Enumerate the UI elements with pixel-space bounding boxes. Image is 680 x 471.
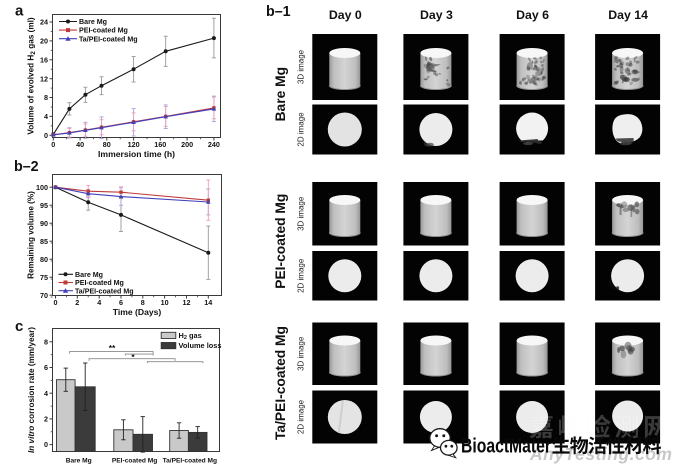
- svg-text:0: 0: [51, 140, 55, 149]
- svg-text:b–1: b–1: [266, 4, 291, 20]
- svg-text:Volume loss: Volume loss: [179, 341, 222, 350]
- svg-text:Volume of evolved H2 gas (ml): Volume of evolved H2 gas (ml): [27, 17, 38, 134]
- svg-text:3D image: 3D image: [297, 336, 306, 371]
- svg-text:a: a: [15, 3, 24, 20]
- svg-text:6: 6: [119, 298, 123, 307]
- svg-text:b–2: b–2: [14, 159, 39, 175]
- svg-text:PEI-coated Mg: PEI-coated Mg: [75, 279, 124, 287]
- svg-text:2D image: 2D image: [297, 258, 306, 293]
- svg-text:*: *: [131, 352, 135, 362]
- svg-text:Ta/PEI-coated Mg: Ta/PEI-coated Mg: [273, 326, 288, 440]
- svg-text:16: 16: [40, 55, 48, 64]
- svg-text:Day 6: Day 6: [516, 8, 549, 22]
- svg-text:c: c: [15, 318, 23, 335]
- svg-text:90: 90: [40, 219, 48, 228]
- svg-text:H2 gas: H2 gas: [179, 331, 202, 341]
- svg-text:Bare Mg: Bare Mg: [273, 67, 288, 121]
- svg-text:Bare Mg: Bare Mg: [79, 18, 107, 26]
- svg-text:0: 0: [44, 440, 48, 449]
- svg-text:120: 120: [128, 140, 140, 149]
- svg-text:In vitro corrosion rate (mm/ye: In vitro corrosion rate (mm/year): [27, 327, 36, 453]
- svg-text:85: 85: [40, 237, 48, 246]
- svg-text:10: 10: [161, 298, 169, 307]
- svg-text:95: 95: [40, 201, 48, 210]
- svg-text:2: 2: [75, 298, 79, 307]
- svg-text:Immersion time (h): Immersion time (h): [98, 149, 175, 159]
- svg-text:Day 3: Day 3: [420, 8, 453, 22]
- svg-text:40: 40: [76, 140, 84, 149]
- svg-text:8: 8: [44, 93, 48, 102]
- svg-text:20: 20: [40, 37, 48, 46]
- svg-text:200: 200: [181, 140, 193, 149]
- svg-text:80: 80: [103, 140, 111, 149]
- svg-text:8: 8: [141, 298, 145, 307]
- svg-text:24: 24: [40, 18, 48, 27]
- svg-text:100: 100: [36, 183, 48, 192]
- svg-text:4: 4: [44, 389, 48, 398]
- svg-text:AnyTesting.com: AnyTesting.com: [529, 444, 672, 464]
- svg-text:80: 80: [40, 255, 48, 264]
- svg-text:160: 160: [154, 140, 166, 149]
- svg-text:Ta/PEI-coated Mg: Ta/PEI-coated Mg: [79, 35, 138, 43]
- svg-text:12: 12: [183, 298, 191, 307]
- svg-text:4: 4: [97, 298, 101, 307]
- svg-text:240: 240: [208, 140, 220, 149]
- svg-text:**: **: [109, 343, 116, 353]
- svg-text:PEI-coated Mg: PEI-coated Mg: [79, 27, 128, 35]
- svg-text:75: 75: [40, 273, 48, 282]
- svg-text:3D image: 3D image: [297, 49, 306, 84]
- svg-text:BioactMater: BioactMater: [461, 436, 551, 458]
- svg-text:3D image: 3D image: [297, 196, 306, 231]
- svg-text:Bare Mg: Bare Mg: [75, 271, 103, 279]
- svg-text:70: 70: [40, 291, 48, 300]
- svg-text:2: 2: [44, 415, 48, 424]
- svg-text:Day 0: Day 0: [329, 8, 362, 22]
- svg-text:2D image: 2D image: [297, 112, 306, 147]
- svg-text:Bare Mg: Bare Mg: [66, 458, 92, 465]
- svg-text:4: 4: [44, 112, 48, 121]
- svg-text:2D image: 2D image: [297, 399, 306, 434]
- svg-text:Ta/PEI-coated Mg: Ta/PEI-coated Mg: [75, 287, 134, 295]
- svg-text:8: 8: [44, 337, 48, 346]
- svg-text:Time (Days): Time (Days): [113, 307, 162, 317]
- svg-text:0: 0: [44, 131, 48, 140]
- svg-text:12: 12: [40, 74, 48, 83]
- svg-text:PEI-coated Mg: PEI-coated Mg: [273, 194, 288, 289]
- svg-text:Ta/PEI-coated Mg: Ta/PEI-coated Mg: [163, 458, 217, 465]
- svg-text:0: 0: [54, 298, 58, 307]
- svg-text:14: 14: [204, 298, 212, 307]
- svg-text:PEI-coated Mg: PEI-coated Mg: [112, 458, 157, 465]
- svg-text:Day 14: Day 14: [608, 8, 648, 22]
- svg-text:6: 6: [44, 363, 48, 372]
- svg-text:Remaining volume (%): Remaining volume (%): [27, 191, 36, 279]
